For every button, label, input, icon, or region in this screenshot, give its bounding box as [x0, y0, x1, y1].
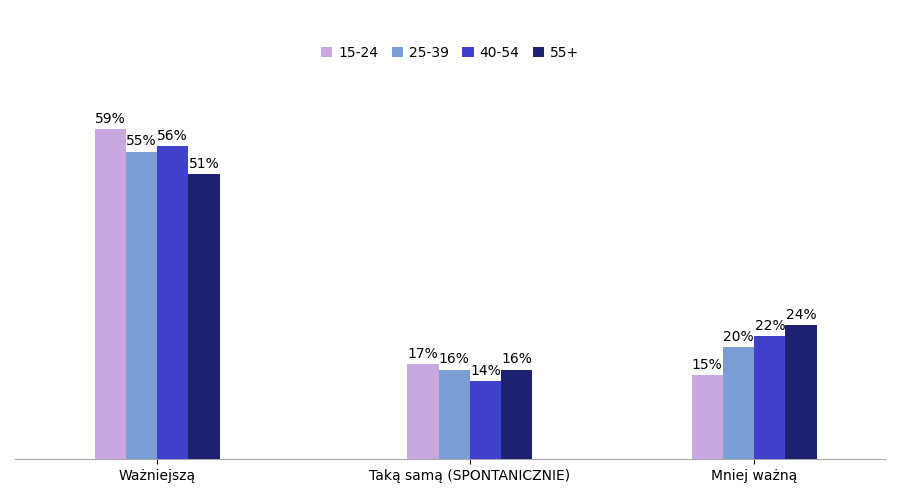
Bar — [188, 174, 220, 459]
Bar — [723, 348, 754, 459]
Bar — [94, 129, 126, 459]
Bar — [501, 370, 533, 459]
Legend: 15-24, 25-39, 40-54, 55+: 15-24, 25-39, 40-54, 55+ — [316, 40, 584, 65]
Text: 24%: 24% — [786, 308, 816, 322]
Text: 51%: 51% — [189, 157, 220, 171]
Text: 56%: 56% — [158, 128, 188, 143]
Text: 16%: 16% — [501, 353, 532, 367]
Bar — [438, 370, 470, 459]
Text: 59%: 59% — [94, 112, 126, 126]
Text: 20%: 20% — [724, 330, 754, 344]
Text: 22%: 22% — [754, 319, 785, 333]
Text: 14%: 14% — [470, 364, 501, 377]
Text: 17%: 17% — [408, 347, 438, 361]
Bar — [692, 375, 723, 459]
Text: 16%: 16% — [439, 353, 470, 367]
Bar — [158, 146, 188, 459]
Bar — [126, 152, 158, 459]
Bar — [754, 336, 786, 459]
Bar — [786, 325, 817, 459]
Bar — [408, 364, 438, 459]
Text: 55%: 55% — [126, 134, 157, 148]
Text: 15%: 15% — [692, 358, 723, 372]
Bar — [470, 381, 501, 459]
